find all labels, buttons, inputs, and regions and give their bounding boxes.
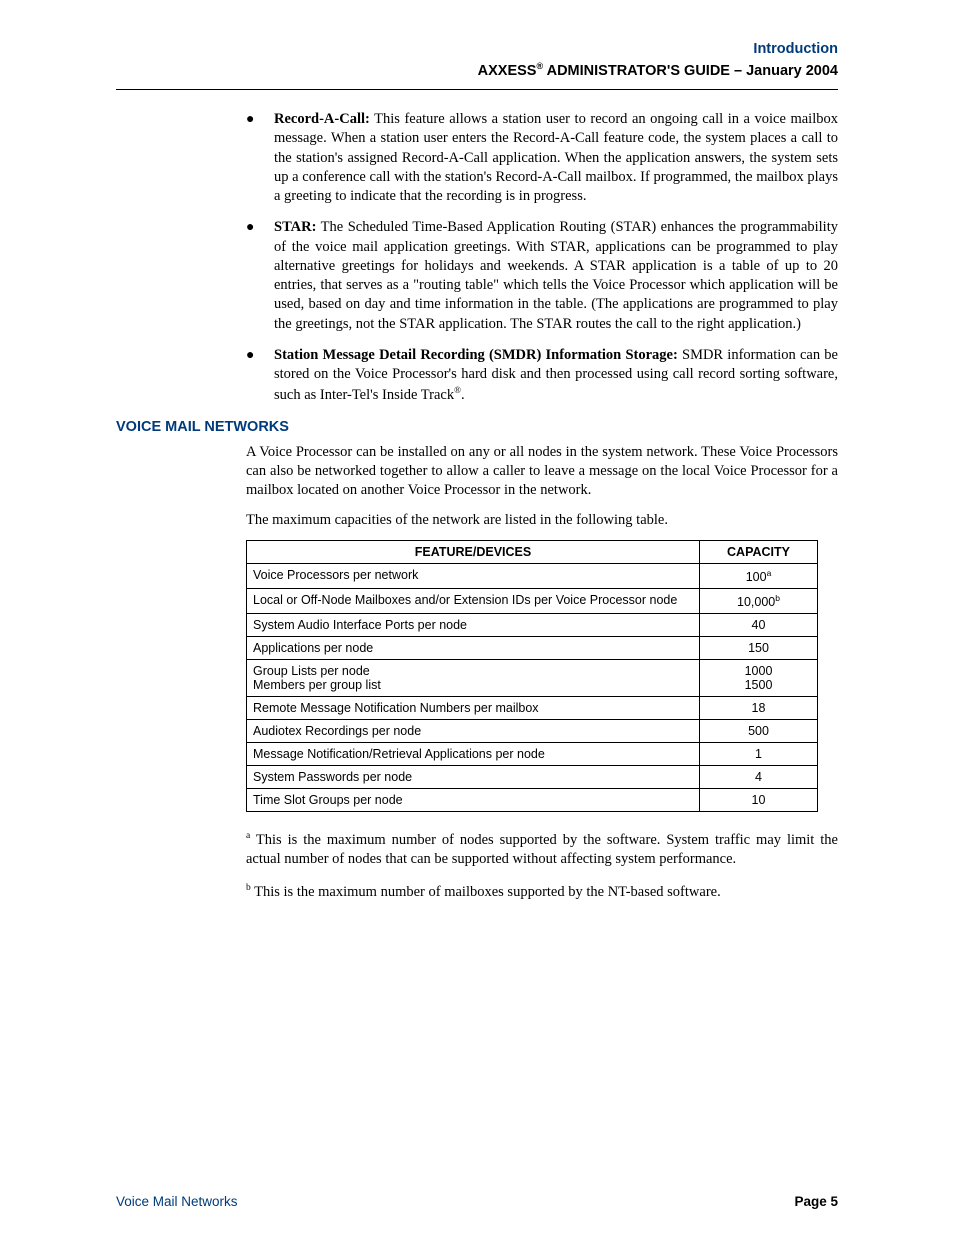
cell-feature: Time Slot Groups per node: [247, 789, 700, 812]
header-title-post: ADMINISTRATOR'S GUIDE – January 2004: [543, 62, 838, 78]
registered-mark: ®: [454, 385, 461, 395]
table-row: Local or Off-Node Mailboxes and/or Exten…: [247, 589, 818, 614]
bullet-label: STAR:: [274, 219, 316, 235]
cell-capacity: 18: [700, 697, 818, 720]
cell-feature: Audiotex Recordings per node: [247, 720, 700, 743]
footer-page-label: Page: [794, 1194, 830, 1209]
capacity-sup: b: [775, 593, 780, 603]
cell-capacity: 1: [700, 743, 818, 766]
capacity-value: 10,000: [737, 595, 775, 609]
table-row: Audiotex Recordings per node 500: [247, 720, 818, 743]
footnote-a: a This is the maximum number of nodes su…: [246, 830, 838, 869]
header-title-pre: AXXESS: [478, 62, 537, 78]
bullet-marker: ●: [246, 346, 274, 405]
cell-capacity: 10: [700, 789, 818, 812]
col-header-capacity: CAPACITY: [700, 540, 818, 563]
table-row: Remote Message Notification Numbers per …: [247, 697, 818, 720]
section-heading: VOICE MAIL NETWORKS: [116, 419, 838, 435]
table-row: Time Slot Groups per node 10: [247, 789, 818, 812]
cell-capacity: 40: [700, 614, 818, 637]
footnote-b: b This is the maximum number of mailboxe…: [246, 882, 838, 902]
footer-page-number: Page 5: [794, 1194, 838, 1209]
bullet-body: The Scheduled Time-Based Application Rou…: [274, 219, 838, 331]
bullet-label: Station Message Detail Recording (SMDR) …: [274, 347, 678, 363]
bullet-label: Record-A-Call:: [274, 111, 370, 127]
table-row: Applications per node 150: [247, 637, 818, 660]
page-footer: Voice Mail Networks Page 5: [116, 1194, 838, 1209]
cell-capacity: 500: [700, 720, 818, 743]
bullet-marker: ●: [246, 218, 274, 334]
cell-capacity: 150: [700, 637, 818, 660]
table-row: Voice Processors per network 100a: [247, 563, 818, 588]
bullet-body-post: .: [461, 386, 465, 402]
cell-feature: Applications per node: [247, 637, 700, 660]
capacity-table: FEATURE/DEVICES CAPACITY Voice Processor…: [246, 540, 818, 812]
cell-feature: Remote Message Notification Numbers per …: [247, 697, 700, 720]
cell-line: 1500: [745, 678, 773, 692]
cell-feature: Group Lists per node Members per group l…: [247, 660, 700, 697]
page-header: Introduction AXXESS® ADMINISTRATOR'S GUI…: [116, 40, 838, 90]
cell-capacity: 10,000b: [700, 589, 818, 614]
cell-feature: Message Notification/Retrieval Applicati…: [247, 743, 700, 766]
body-paragraph: The maximum capacities of the network ar…: [246, 511, 838, 530]
bullet-text: STAR: The Scheduled Time-Based Applicati…: [274, 218, 838, 334]
cell-feature: System Audio Interface Ports per node: [247, 614, 700, 637]
bullet-text: Station Message Detail Recording (SMDR) …: [274, 346, 838, 405]
body-paragraph: A Voice Processor can be installed on an…: [246, 443, 838, 501]
table-row: System Passwords per node 4: [247, 766, 818, 789]
capacity-sup: a: [767, 568, 772, 578]
footer-section-name: Voice Mail Networks: [116, 1194, 238, 1209]
table-row: System Audio Interface Ports per node 40: [247, 614, 818, 637]
cell-capacity: 1000 1500: [700, 660, 818, 697]
page-container: Introduction AXXESS® ADMINISTRATOR'S GUI…: [0, 0, 954, 1235]
footnote-text: This is the maximum number of mailboxes …: [251, 883, 721, 899]
bullet-item: ● Station Message Detail Recording (SMDR…: [246, 346, 838, 405]
bullet-marker: ●: [246, 110, 274, 206]
header-title: AXXESS® ADMINISTRATOR'S GUIDE – January …: [116, 60, 838, 81]
bullet-text: Record-A-Call: This feature allows a sta…: [274, 110, 838, 206]
cell-capacity: 100a: [700, 563, 818, 588]
bullet-item: ● STAR: The Scheduled Time-Based Applica…: [246, 218, 838, 334]
capacity-value: 100: [746, 570, 767, 584]
cell-line: Members per group list: [253, 678, 381, 692]
cell-line: Group Lists per node: [253, 664, 370, 678]
cell-line: 1000: [745, 664, 773, 678]
bullet-item: ● Record-A-Call: This feature allows a s…: [246, 110, 838, 206]
footer-page-num: 5: [830, 1194, 838, 1209]
cell-feature: Local or Off-Node Mailboxes and/or Exten…: [247, 589, 700, 614]
footnote-text: This is the maximum number of nodes supp…: [246, 832, 838, 867]
table-row: Message Notification/Retrieval Applicati…: [247, 743, 818, 766]
header-intro: Introduction: [116, 40, 838, 60]
cell-feature: System Passwords per node: [247, 766, 700, 789]
table-row: Group Lists per node Members per group l…: [247, 660, 818, 697]
cell-feature: Voice Processors per network: [247, 563, 700, 588]
bullet-list: ● Record-A-Call: This feature allows a s…: [246, 110, 838, 405]
cell-capacity: 4: [700, 766, 818, 789]
table-header-row: FEATURE/DEVICES CAPACITY: [247, 540, 818, 563]
col-header-feature: FEATURE/DEVICES: [247, 540, 700, 563]
